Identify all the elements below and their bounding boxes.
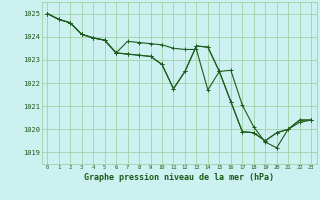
X-axis label: Graphe pression niveau de la mer (hPa): Graphe pression niveau de la mer (hPa) [84,173,274,182]
